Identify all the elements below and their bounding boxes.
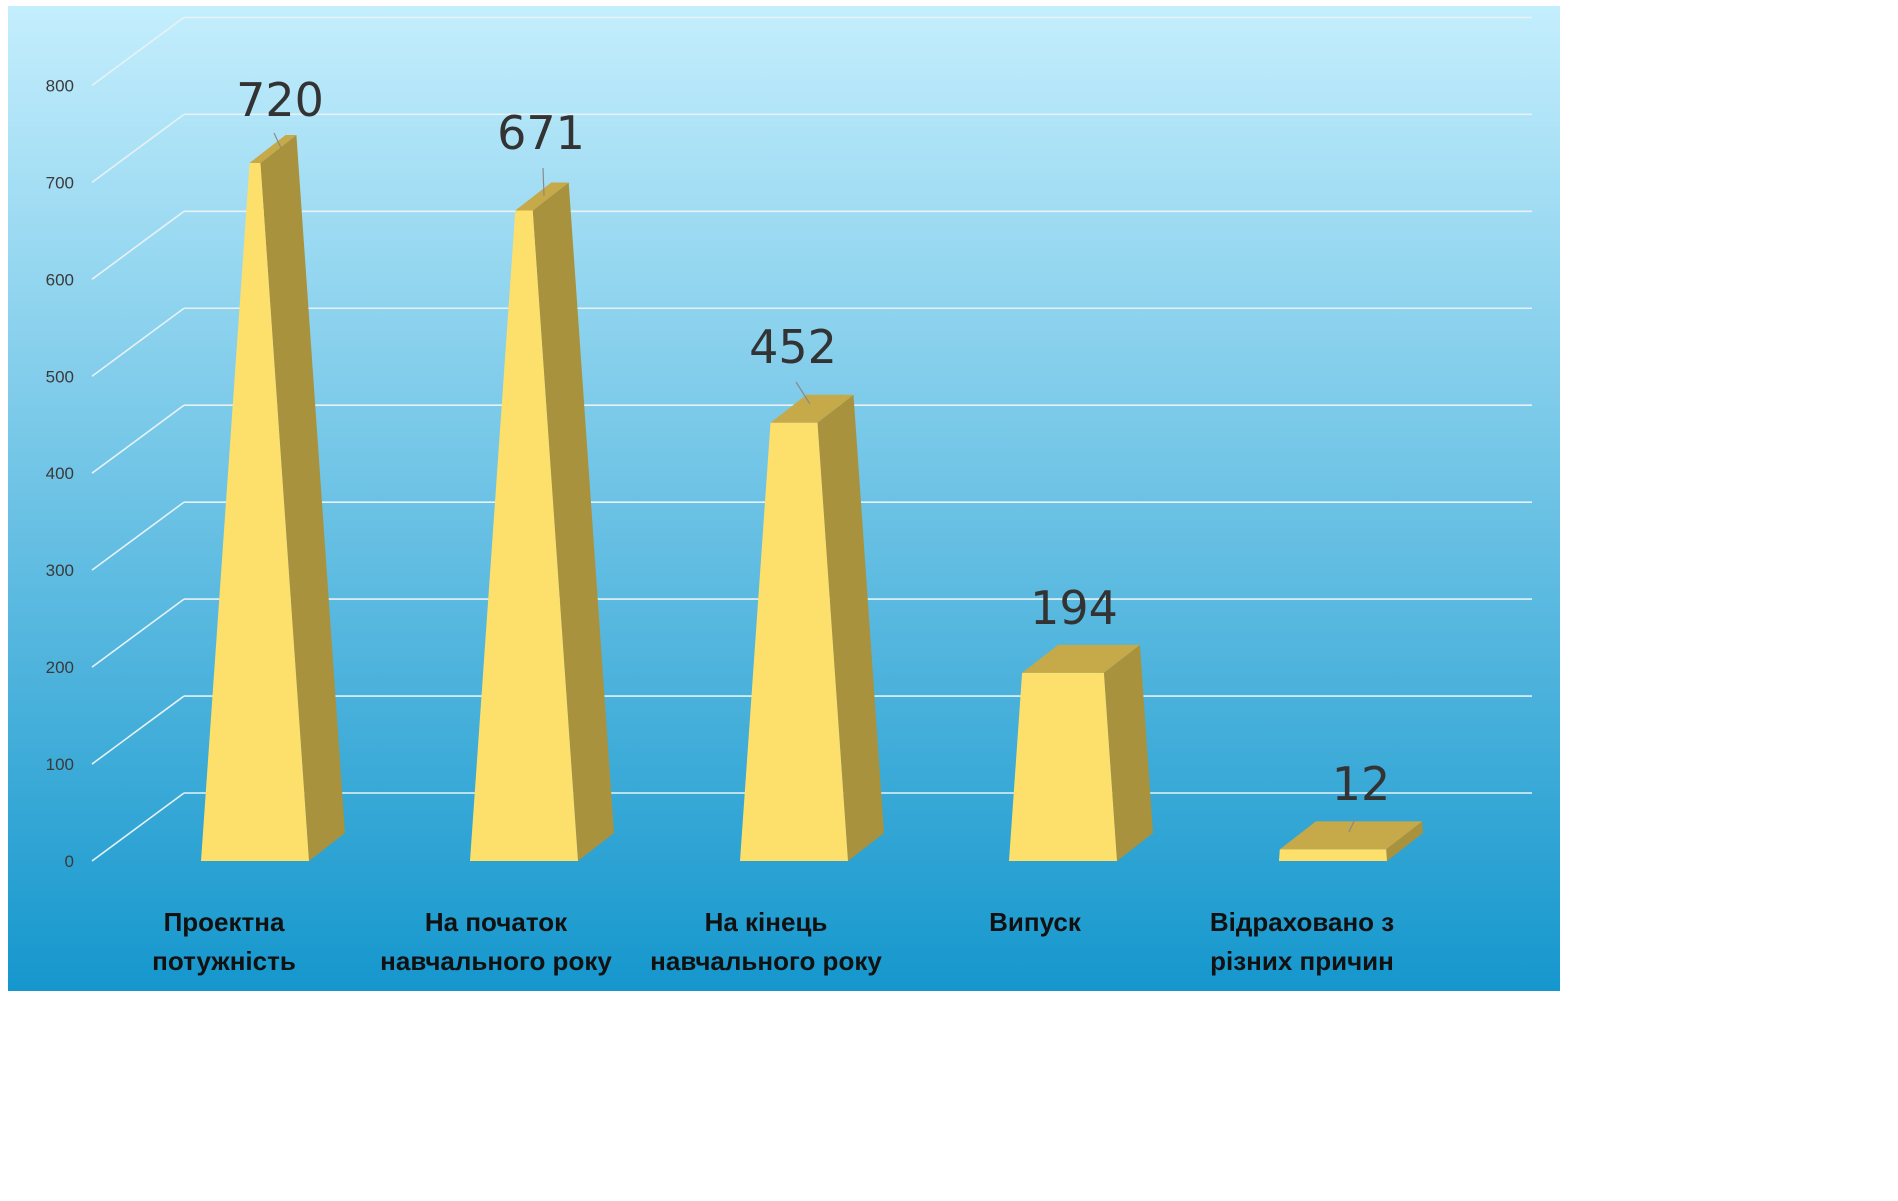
gridline-diagonal <box>91 404 185 474</box>
bar-side-face <box>1103 644 1153 861</box>
y-axis-ticks: 0 100 200 300 400 500 600 700 800 <box>46 76 74 871</box>
category-label: Випуск <box>989 907 1082 937</box>
gridline-diagonal <box>91 210 185 280</box>
data-label: 452 <box>749 320 837 374</box>
bar <box>470 182 614 861</box>
category-labels: Проектна потужність На початок навчального … <box>152 907 1394 976</box>
gridline-diagonal <box>91 113 185 183</box>
y-tick-label: 600 <box>46 270 74 289</box>
bar-top-face <box>770 394 854 423</box>
gridline-diagonal <box>91 792 185 862</box>
y-tick-label: 200 <box>46 658 74 677</box>
chart: 0 100 200 300 400 500 600 700 800 720 671 452 194 12… <box>8 6 1560 991</box>
gridline-diagonal <box>91 16 185 87</box>
y-tick-label: 100 <box>46 755 74 774</box>
bars <box>201 134 1423 861</box>
category-label-line: потужність <box>152 946 296 976</box>
data-label-leader <box>273 132 282 149</box>
bar-side-face <box>817 394 884 861</box>
bar-top-face <box>249 134 297 163</box>
category-label-line: навчального року <box>650 946 882 976</box>
category-label-line: різних причин <box>1210 946 1394 976</box>
gridline-diagonal <box>91 695 185 765</box>
bar <box>740 394 884 861</box>
data-label: 720 <box>236 73 324 127</box>
gridline-diagonal <box>91 501 185 571</box>
category-label: На кінець навчального року <box>650 907 882 976</box>
y-tick-label: 500 <box>46 367 74 386</box>
data-labels: 720 671 452 194 12 <box>236 73 1391 833</box>
bar-top-face <box>515 182 569 211</box>
data-label: 194 <box>1030 581 1118 635</box>
category-label: Проектна потужність <box>152 907 296 976</box>
category-label-line: На початок <box>425 907 568 937</box>
bar-top-face <box>1022 644 1140 673</box>
category-label-line: Відраховано з <box>1210 907 1394 937</box>
bar <box>1279 821 1423 861</box>
data-label: 12 <box>1332 757 1391 811</box>
category-label-line: навчального року <box>380 946 612 976</box>
bar-side-face <box>1386 821 1423 861</box>
bar-front-face <box>470 210 578 861</box>
chart-svg: 0 100 200 300 400 500 600 700 800 720 671 452 194 12… <box>8 6 1560 991</box>
bar-side-face <box>532 182 614 861</box>
bar-front-face <box>1009 672 1117 861</box>
category-label-line: На кінець <box>705 907 828 937</box>
y-tick-label: 800 <box>46 76 74 95</box>
bar-front-face <box>1279 849 1387 861</box>
bar <box>201 134 345 861</box>
data-label-leader <box>795 381 811 405</box>
bar-front-face <box>740 422 848 861</box>
bar-front-face <box>201 162 309 861</box>
y-tick-label: 0 <box>65 852 74 871</box>
gridline-diagonal <box>91 307 185 377</box>
category-label: На початок навчального року <box>380 907 612 976</box>
y-tick-label: 400 <box>46 464 74 483</box>
data-label-leader <box>542 167 545 197</box>
bar-top-face <box>1279 821 1423 850</box>
bar <box>1009 644 1153 861</box>
category-label-line: Проектна <box>164 907 285 937</box>
category-label-line: Випуск <box>989 907 1082 937</box>
data-label: 671 <box>497 106 585 160</box>
data-label-leader <box>1348 818 1356 833</box>
gridline-diagonal <box>91 598 185 668</box>
category-label: Відраховано з різних причин <box>1210 907 1394 976</box>
y-tick-label: 300 <box>46 561 74 580</box>
bar-side-face <box>260 134 345 861</box>
y-tick-label: 700 <box>46 173 74 192</box>
